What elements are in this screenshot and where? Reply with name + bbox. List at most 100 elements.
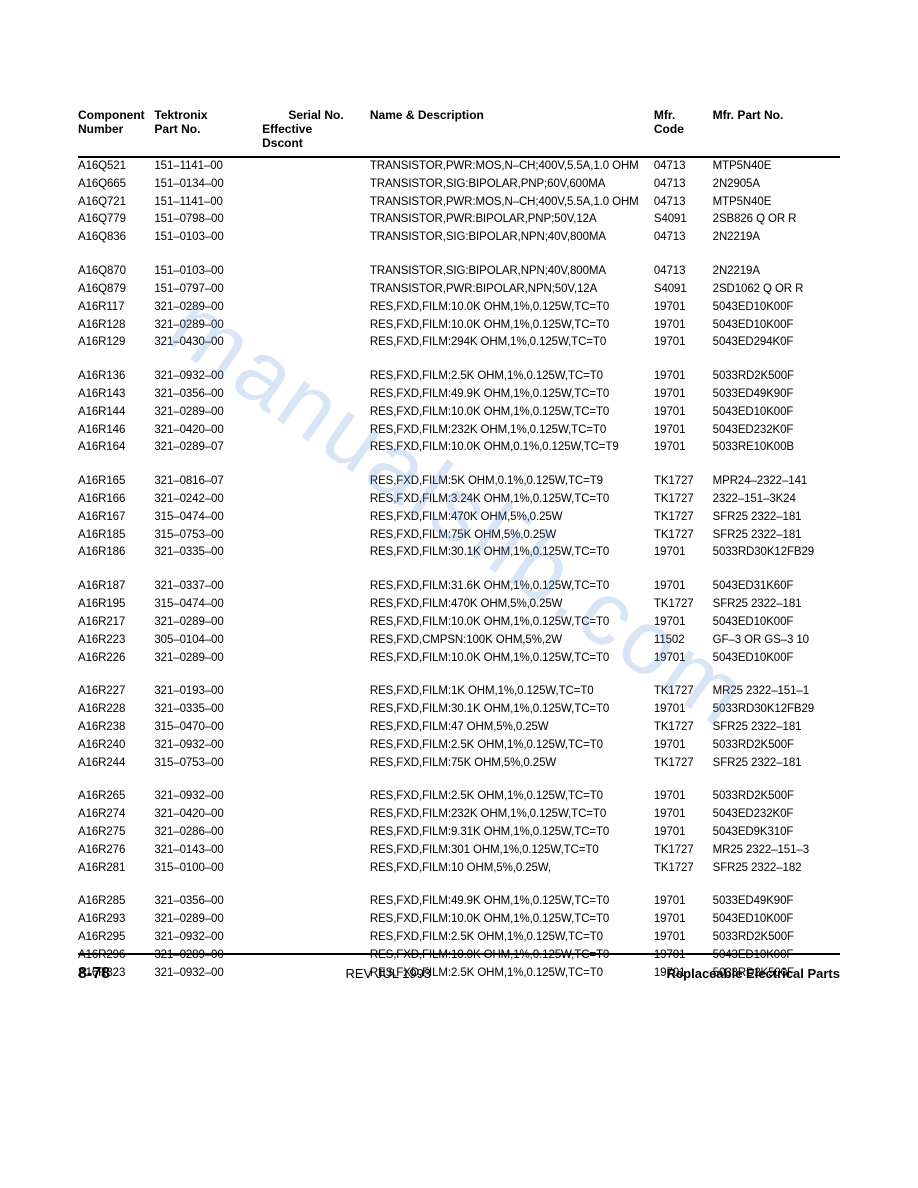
cell-mfrpart: 5043ED10K00F (713, 299, 840, 317)
header-label: Dscont (262, 136, 317, 150)
cell-part: 315–0100–00 (154, 860, 262, 878)
cell-serial (262, 701, 370, 719)
cell-component: A16R129 (78, 334, 154, 352)
cell-mfr: TK1727 (654, 491, 713, 509)
cell-component: A16R295 (78, 929, 154, 947)
cell-description: TRANSISTOR,PWR:BIPOLAR,PNP;50V,12A (370, 211, 654, 229)
table-row: A16R128321–0289–00RES,FXD,FILM:10.0K OHM… (78, 317, 840, 335)
cell-part: 321–0193–00 (154, 683, 262, 701)
cell-description: RES,FXD,FILM:470K OHM,5%,0.25W (370, 509, 654, 527)
section-title: Replaceable Electrical Parts (667, 966, 840, 981)
cell-part: 321–0337–00 (154, 578, 262, 596)
cell-component: A16R164 (78, 439, 154, 457)
cell-component: A16R265 (78, 788, 154, 806)
cell-part: 315–0753–00 (154, 527, 262, 545)
table-header: Component Number Tektronix Part No. Seri… (78, 108, 840, 158)
cell-component: A16R143 (78, 386, 154, 404)
cell-mfr: 04713 (654, 176, 713, 194)
cell-serial (262, 650, 370, 668)
cell-serial (262, 683, 370, 701)
table-row: A16Q665151–0134–00TRANSISTOR,SIG:BIPOLAR… (78, 176, 840, 194)
cell-part: 321–0289–00 (154, 614, 262, 632)
cell-part: 321–0289–07 (154, 439, 262, 457)
cell-serial (262, 544, 370, 562)
cell-description: RES,FXD,FILM:232K OHM,1%,0.125W,TC=T0 (370, 806, 654, 824)
cell-mfr: 19701 (654, 422, 713, 440)
table-row: A16R144321–0289–00RES,FXD,FILM:10.0K OHM… (78, 404, 840, 422)
cell-mfr: 04713 (654, 263, 713, 281)
table-row: A16Q521151–1141–00TRANSISTOR,PWR:MOS,N–C… (78, 158, 840, 176)
cell-component: A16R238 (78, 719, 154, 737)
cell-serial (262, 158, 370, 176)
cell-serial (262, 404, 370, 422)
cell-mfr: S4091 (654, 211, 713, 229)
cell-mfr: 19701 (654, 806, 713, 824)
cell-mfrpart: 5043ED294K0F (713, 334, 840, 352)
cell-mfrpart: 5043ED232K0F (713, 806, 840, 824)
cell-mfr: 19701 (654, 368, 713, 386)
cell-part: 151–0103–00 (154, 263, 262, 281)
cell-mfrpart: 5043ED10K00F (713, 911, 840, 929)
cell-description: RES,FXD,FILM:49.9K OHM,1%,0.125W,TC=T0 (370, 386, 654, 404)
cell-mfrpart: 5043ED31K60F (713, 578, 840, 596)
cell-part: 321–0816–07 (154, 473, 262, 491)
page-container: manualslib.com Component Number Tektroni… (0, 0, 918, 1023)
table-row: A16R223305–0104–00RES,FXD,CMPSN:100K OHM… (78, 632, 840, 650)
cell-description: RES,FXD,FILM:49.9K OHM,1%,0.125W,TC=T0 (370, 893, 654, 911)
cell-description: RES,FXD,FILM:10.0K OHM,1%,0.125W,TC=T0 (370, 317, 654, 335)
table-row: A16R274321–0420–00RES,FXD,FILM:232K OHM,… (78, 806, 840, 824)
cell-description: RES,FXD,FILM:30.1K OHM,1%,0.125W,TC=T0 (370, 701, 654, 719)
table-row: A16Q879151–0797–00TRANSISTOR,PWR:BIPOLAR… (78, 281, 840, 299)
cell-mfr: 19701 (654, 788, 713, 806)
cell-mfrpart: SFR25 2322–181 (713, 509, 840, 527)
cell-description: RES,FXD,FILM:470K OHM,5%,0.25W (370, 596, 654, 614)
cell-component: A16R136 (78, 368, 154, 386)
cell-mfr: 19701 (654, 404, 713, 422)
table-row: A16R238315–0470–00RES,FXD,FILM:47 OHM,5%… (78, 719, 840, 737)
cell-mfrpart: SFR25 2322–181 (713, 719, 840, 737)
cell-description: RES,FXD,FILM:30.1K OHM,1%,0.125W,TC=T0 (370, 544, 654, 562)
page-number: 8-78 (78, 965, 110, 983)
cell-component: A16R281 (78, 860, 154, 878)
cell-description: RES,FXD,FILM:2.5K OHM,1%,0.125W,TC=T0 (370, 737, 654, 755)
cell-description: RES,FXD,FILM:1K OHM,1%,0.125W,TC=T0 (370, 683, 654, 701)
header-label: Component (78, 108, 145, 122)
cell-serial (262, 317, 370, 335)
table-row: A16Q870151–0103–00TRANSISTOR,SIG:BIPOLAR… (78, 263, 840, 281)
cell-component: A16Q879 (78, 281, 154, 299)
cell-mfrpart: MR25 2322–151–1 (713, 683, 840, 701)
cell-serial (262, 491, 370, 509)
cell-description: RES,FXD,FILM:10.0K OHM,0.1%,0.125W,TC=T9 (370, 439, 654, 457)
cell-component: A16R186 (78, 544, 154, 562)
cell-mfrpart: SFR25 2322–181 (713, 527, 840, 545)
cell-mfr: 04713 (654, 158, 713, 176)
cell-description: RES,FXD,FILM:75K OHM,5%,0.25W (370, 755, 654, 773)
cell-part: 315–0470–00 (154, 719, 262, 737)
cell-description: RES,FXD,CMPSN:100K OHM,5%,2W (370, 632, 654, 650)
cell-component: A16R144 (78, 404, 154, 422)
table-row: A16R265321–0932–00RES,FXD,FILM:2.5K OHM,… (78, 788, 840, 806)
cell-mfr: 19701 (654, 911, 713, 929)
cell-mfrpart: 5033RD30K12FB29 (713, 544, 840, 562)
table-row: A16R275321–0286–00RES,FXD,FILM:9.31K OHM… (78, 824, 840, 842)
table-row: A16R226321–0289–00RES,FXD,FILM:10.0K OHM… (78, 650, 840, 668)
cell-mfr: TK1727 (654, 509, 713, 527)
cell-serial (262, 860, 370, 878)
cell-mfrpart: 2SB826 Q OR R (713, 211, 840, 229)
cell-serial (262, 755, 370, 773)
cell-part: 321–0932–00 (154, 368, 262, 386)
cell-serial (262, 596, 370, 614)
cell-serial (262, 473, 370, 491)
table-row: A16Q721151–1141–00TRANSISTOR,PWR:MOS,N–C… (78, 194, 840, 212)
cell-part: 321–0335–00 (154, 544, 262, 562)
header-label: Part No. (154, 122, 200, 136)
cell-serial (262, 737, 370, 755)
table-row: A16R293321–0289–00RES,FXD,FILM:10.0K OHM… (78, 911, 840, 929)
header-label: Code (654, 122, 684, 136)
cell-part: 321–0289–00 (154, 404, 262, 422)
table-row: A16Q836151–0103–00TRANSISTOR,SIG:BIPOLAR… (78, 229, 840, 247)
cell-mfr: TK1727 (654, 842, 713, 860)
table-row: A16R165321–0816–07RES,FXD,FILM:5K OHM,0.… (78, 473, 840, 491)
cell-description: TRANSISTOR,PWR:BIPOLAR,NPN;50V,12A (370, 281, 654, 299)
cell-component: A16R185 (78, 527, 154, 545)
